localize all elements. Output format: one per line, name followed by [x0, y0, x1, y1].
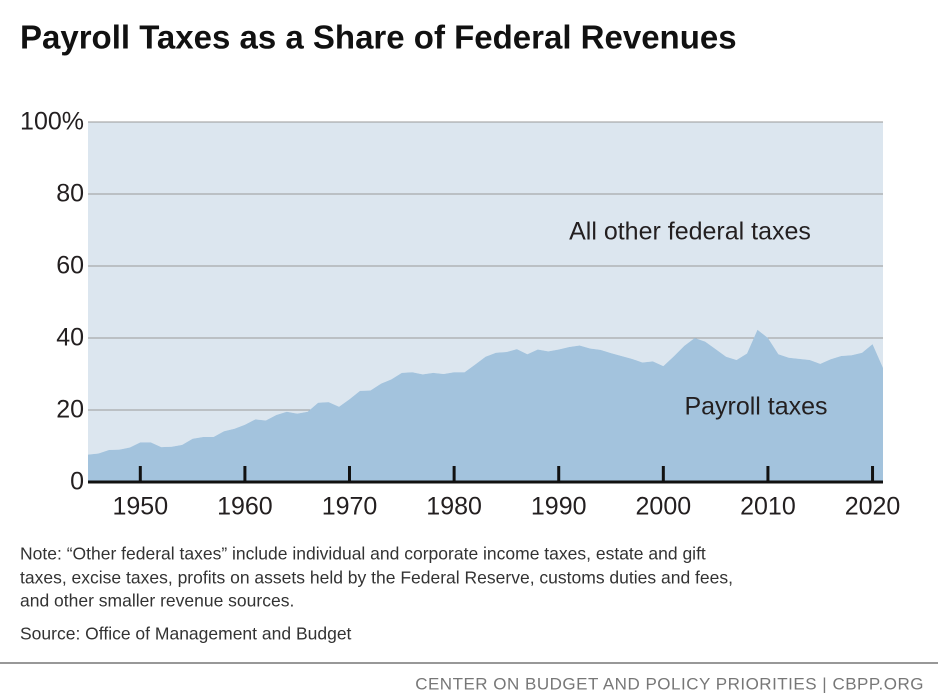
y-tick-label: 60 [56, 252, 84, 280]
y-tick-label: 0 [70, 468, 84, 496]
area-label: All other federal taxes [569, 218, 811, 246]
x-tick-label: 2010 [740, 493, 796, 521]
x-tick-label: 1970 [322, 493, 378, 521]
x-tick-label: 1950 [112, 493, 168, 521]
y-tick-label: 80 [56, 180, 84, 208]
area [88, 329, 883, 482]
chart-title: Payroll Taxes as a Share of Federal Reve… [20, 19, 737, 56]
y-tick-label: 40 [56, 324, 84, 352]
source: Source: Office of Management and Budget [20, 624, 352, 644]
x-tick-label: 1980 [426, 493, 482, 521]
x-tick-label: 1990 [531, 493, 587, 521]
y-tick-label: 100% [20, 108, 84, 136]
note-line: taxes, excise taxes, profits on assets h… [20, 568, 733, 588]
note-line: Note: “Other federal taxes” include indi… [20, 544, 706, 564]
area [88, 122, 883, 455]
area-label: Payroll taxes [684, 393, 827, 421]
footer: CENTER ON BUDGET AND POLICY PRIORITIES |… [415, 674, 924, 693]
x-tick-label: 2020 [845, 493, 901, 521]
y-tick-label: 20 [56, 396, 84, 424]
note-line: and other smaller revenue sources. [20, 591, 294, 611]
x-tick-label: 2000 [636, 493, 692, 521]
x-tick-label: 1960 [217, 493, 273, 521]
